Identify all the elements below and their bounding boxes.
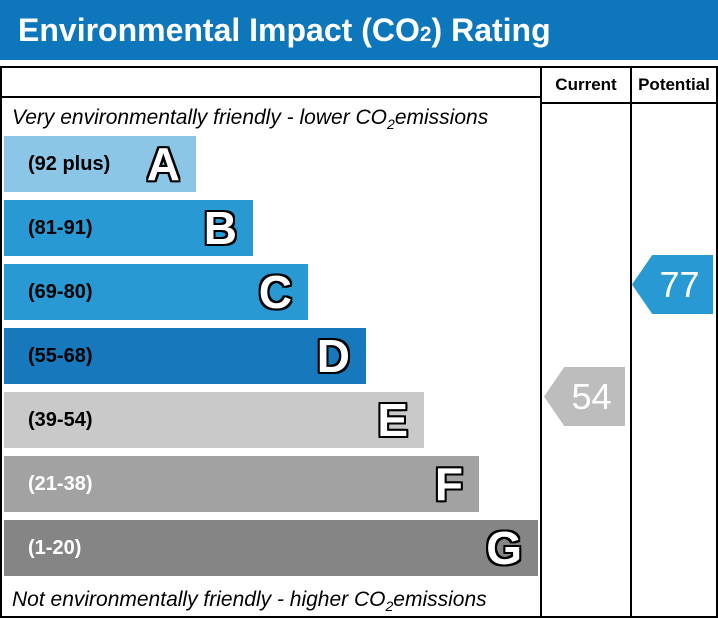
top-note-co2-subscript: 2 — [387, 116, 395, 132]
potential-column-header: Potential — [632, 68, 716, 104]
rating-band-bar: (81-91) B — [4, 200, 253, 256]
potential-rating-arrow: 77 — [632, 255, 713, 314]
current-column: Current — [540, 68, 630, 616]
chart-title-text: Environmental Impact (CO2) Rating — [18, 12, 551, 49]
rating-band-letter: E — [377, 394, 408, 446]
rating-band-letter: C — [258, 266, 292, 318]
bands-column: Very environmentally friendly - lower CO… — [2, 68, 540, 616]
rating-band-letter: A — [146, 138, 180, 190]
current-rating-arrow: 54 — [544, 367, 625, 426]
rating-band-bar: (69-80) C — [4, 264, 308, 320]
top-note: Very environmentally friendly - lower CO… — [12, 106, 489, 132]
rating-band-range-label: (81-91) — [28, 216, 93, 239]
bottom-note: Not environmentally friendly - higher CO… — [12, 588, 487, 614]
rating-band-letter: D — [316, 330, 350, 382]
bands-container: (92 plus) A (81-91) B (69-80) C (55-68) … — [2, 136, 540, 576]
title-co2-subscript: 2 — [419, 22, 432, 46]
rating-band-range-label: (1-20) — [28, 536, 82, 559]
potential-column: Potential — [630, 68, 716, 616]
rating-band-letter: B — [203, 202, 237, 254]
rating-band-bar: (21-38) F — [4, 456, 479, 512]
current-rating-value: 54 — [571, 375, 612, 417]
rating-band-bar: (55-68) D — [4, 328, 366, 384]
rating-band-bar: (39-54) E — [4, 392, 424, 448]
rating-table: Very environmentally friendly - lower CO… — [0, 66, 718, 618]
rating-band-range-label: (69-80) — [28, 280, 93, 303]
rating-band-bar: (1-20) G — [4, 520, 538, 576]
current-column-header: Current — [542, 68, 630, 104]
rating-band-range-label: (21-38) — [28, 472, 93, 495]
rating-band-range-label: (92 plus) — [28, 152, 111, 175]
bands-column-header-empty — [2, 68, 540, 98]
bands-body: Very environmentally friendly - lower CO… — [2, 98, 540, 616]
rating-band-range-label: (39-54) — [28, 408, 93, 431]
rating-band-letter: G — [486, 522, 522, 574]
rating-band-letter: F — [434, 458, 463, 510]
bottom-note-co2-subscript: 2 — [385, 598, 394, 614]
rating-band-range-label: (55-68) — [28, 344, 93, 367]
chart-title-bar: Environmental Impact (CO2) Rating — [0, 0, 718, 60]
rating-band-bar: (92 plus) A — [4, 136, 196, 192]
potential-rating-value: 77 — [659, 263, 700, 305]
